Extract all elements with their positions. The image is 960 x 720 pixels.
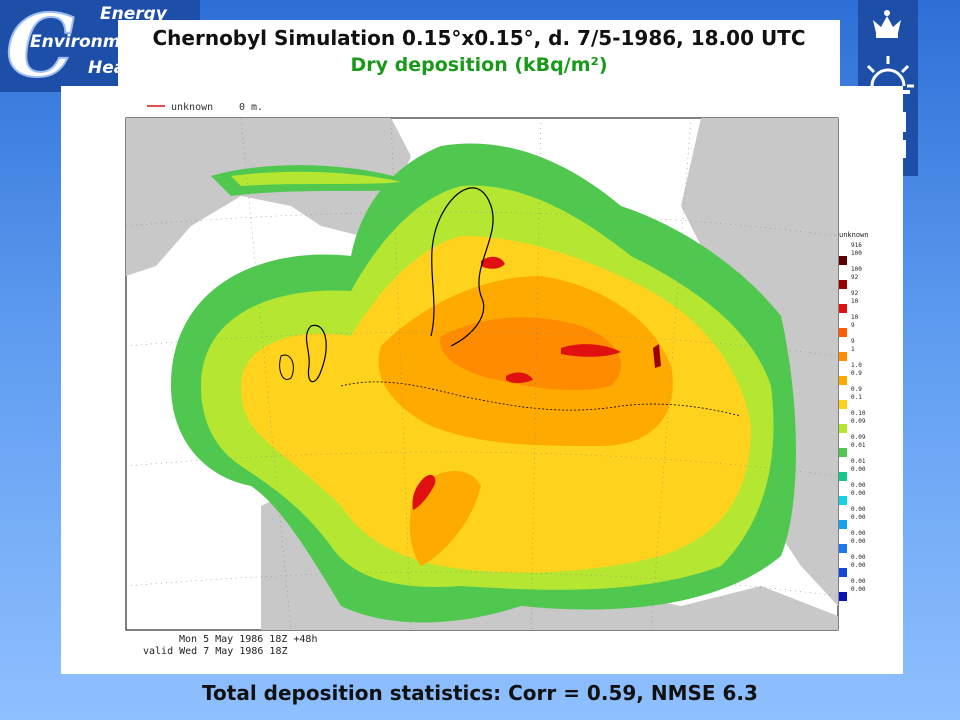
scale-bottom-label: 1 — [851, 346, 855, 353]
scale-bottom-label: 92 — [851, 274, 859, 281]
logo-word-energy: Energy — [100, 4, 167, 24]
scale-swatch — [839, 256, 847, 265]
color-scale: 916100100929210109911.00.90.90.10.100.09… — [839, 242, 866, 601]
title-box: Chernobyl Simulation 0.15°x0.15°, d. 7/5… — [118, 20, 840, 86]
timestamp-line2: valid Wed 7 May 1986 18Z — [143, 646, 288, 657]
scale-top-label: 10 — [851, 314, 859, 321]
slide-title: Chernobyl Simulation 0.15°x0.15°, d. 7/5… — [152, 26, 806, 50]
eeh-logo-c-icon: C — [5, 0, 75, 92]
scale-swatch — [839, 280, 847, 289]
scale-swatch — [839, 568, 847, 577]
scale-bottom-label: 10 — [851, 298, 859, 305]
scale-bottom-label: 0.00 — [851, 586, 866, 593]
legend-line-label: unknown — [171, 102, 213, 113]
deposition-map: unknown 0 m. — [125, 102, 869, 657]
graticule — [126, 118, 838, 630]
scale-top-label: 916 — [851, 242, 862, 249]
map-content — [126, 118, 838, 630]
border-line — [340, 381, 742, 417]
scale-bottom-label: 0.00 — [851, 466, 866, 473]
statistics-footer: Total deposition statistics: Corr = 0.59… — [202, 681, 758, 705]
scale-swatch — [839, 448, 847, 457]
scale-swatch — [839, 472, 847, 481]
scale-top-label: 0.00 — [851, 482, 866, 489]
scale-swatch — [839, 424, 847, 433]
scale-top-label: 0.10 — [851, 410, 866, 417]
scale-header: unknown — [839, 231, 869, 239]
scale-swatch — [839, 352, 847, 361]
scale-bottom-label: 0.1 — [851, 394, 862, 401]
zone-lightgreen-north-band — [231, 171, 401, 186]
scale-swatch — [839, 304, 847, 313]
legend-line-value: 0 m. — [239, 102, 263, 113]
scale-bottom-label: 0.9 — [851, 370, 862, 377]
scale-swatch — [839, 592, 847, 601]
scale-top-label: 9 — [851, 338, 855, 345]
coastline-britain — [305, 324, 327, 383]
timestamp-line1: Mon 5 May 1986 18Z +48h — [179, 634, 317, 645]
hotspot-1 — [561, 344, 621, 357]
scale-swatch — [839, 496, 847, 505]
scale-swatch — [839, 544, 847, 553]
scale-swatch — [839, 520, 847, 529]
scale-swatch — [839, 400, 847, 409]
scale-bottom-label: 0.00 — [851, 490, 866, 497]
land-north-west — [126, 118, 411, 276]
zone-orange — [440, 317, 621, 391]
scale-bottom-label: 9 — [851, 322, 855, 329]
scale-bottom-label: 0.00 — [851, 538, 866, 545]
scale-top-label: 0.00 — [851, 554, 866, 561]
logo-letter: C — [6, 0, 74, 92]
coastline-scandinavia — [430, 187, 494, 347]
scale-top-label: 0.00 — [851, 578, 866, 585]
map-panel: unknown 0 m. — [61, 86, 903, 674]
scale-bottom-label: 0.00 — [851, 562, 866, 569]
hotspot-3 — [412, 474, 436, 510]
hotspot-2 — [506, 372, 533, 383]
scale-bottom-label: 0.01 — [851, 442, 866, 449]
scale-top-label: 0.9 — [851, 386, 862, 393]
scale-top-label: 1.0 — [851, 362, 862, 369]
slide-subtitle: Dry deposition (kBq/m²) — [350, 54, 608, 76]
scale-top-label: 100 — [851, 266, 862, 273]
scale-swatch — [839, 376, 847, 385]
scale-bottom-label: 100 — [851, 250, 862, 257]
scale-bottom-label: 0.09 — [851, 418, 866, 425]
scale-swatch — [839, 328, 847, 337]
scale-top-label: 0.00 — [851, 506, 866, 513]
hotspot-5 — [481, 256, 505, 269]
scale-top-label: 0.00 — [851, 530, 866, 537]
scale-top-label: 92 — [851, 290, 859, 297]
scale-bottom-label: 0.00 — [851, 514, 866, 521]
coastline-ireland — [279, 354, 294, 380]
scale-top-label: 0.01 — [851, 458, 866, 465]
scale-top-label: 0.09 — [851, 434, 866, 441]
hotspot-4 — [653, 344, 661, 368]
